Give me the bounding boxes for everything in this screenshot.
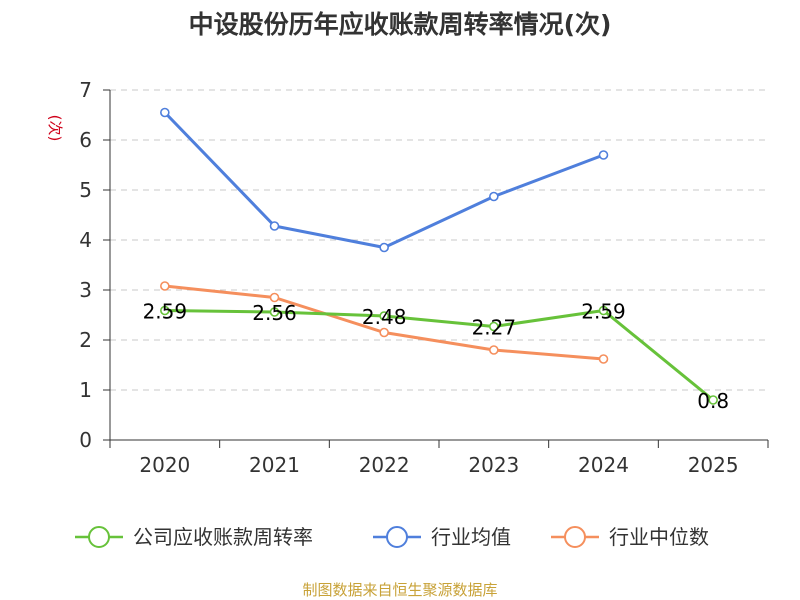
data-point[interactable]	[160, 281, 170, 291]
x-tick-label: 2024	[578, 453, 629, 477]
x-tick-label: 2022	[359, 453, 410, 477]
y-tick-label: 5	[79, 178, 92, 202]
data-point[interactable]	[160, 107, 170, 118]
data-point[interactable]	[489, 345, 499, 355]
legend-label: 公司应收账款周转率	[133, 525, 313, 549]
legend-label: 行业均值	[431, 525, 511, 549]
data-label: 2.48	[362, 305, 407, 329]
y-tick-label: 6	[79, 128, 92, 152]
legend-marker	[564, 526, 586, 548]
legend-marker	[88, 526, 110, 548]
data-label: 2.59	[581, 300, 626, 324]
series-group	[160, 107, 718, 405]
series-line-1	[163, 111, 605, 249]
data-point[interactable]	[489, 321, 499, 332]
data-point[interactable]	[379, 311, 389, 321]
data-label: 2.27	[472, 316, 517, 340]
x-tick-label: 2025	[688, 453, 739, 477]
series-line-0	[164, 309, 715, 402]
y-tick-label: 7	[79, 78, 92, 102]
data-point[interactable]	[598, 305, 609, 316]
data-point[interactable]	[379, 327, 389, 338]
chart-title: 中设股份历年应收账款周转率情况(次)	[189, 10, 612, 39]
x-tick-label: 2023	[468, 453, 519, 477]
y-tick-label: 2	[79, 328, 92, 352]
source-note: 制图数据来自恒生聚源数据库	[302, 581, 497, 599]
axes: 0 1 2 3 4 5 6 7 2020 2021 2022 2023 2024 2025	[79, 78, 769, 477]
y-tick-label: 4	[79, 228, 92, 252]
data-point[interactable]	[708, 395, 718, 405]
data-label: 2.56	[252, 301, 297, 325]
legend[interactable]: 公司应收账款周转率 行业均值 行业中位数	[75, 525, 709, 549]
data-point[interactable]	[598, 354, 609, 364]
x-tick-label: 2020	[139, 453, 190, 477]
data-point[interactable]	[379, 242, 389, 253]
legend-marker	[386, 526, 408, 548]
data-labels: 2.59 2.56 2.48 2.27 2.59 0.8	[143, 300, 730, 414]
data-label: 2.59	[143, 300, 188, 324]
grid-lines	[110, 89, 768, 391]
data-label: 0.8	[697, 389, 729, 413]
data-point[interactable]	[269, 307, 280, 317]
data-point[interactable]	[160, 305, 170, 316]
legend-item-1[interactable]: 行业均值	[373, 525, 511, 549]
data-point[interactable]	[269, 221, 280, 231]
data-point[interactable]	[269, 292, 280, 303]
legend-item-2[interactable]: 行业中位数	[551, 525, 709, 549]
legend-label: 行业中位数	[609, 525, 709, 549]
y-axis-label: (次)	[46, 115, 64, 142]
data-point[interactable]	[489, 191, 499, 202]
y-tick-label: 1	[79, 378, 92, 402]
legend-item-0[interactable]: 公司应收账款周转率	[75, 525, 313, 549]
x-tick-label: 2021	[249, 453, 300, 477]
y-tick-label: 3	[79, 278, 92, 302]
data-point[interactable]	[598, 150, 609, 160]
y-tick-label: 0	[79, 428, 92, 452]
